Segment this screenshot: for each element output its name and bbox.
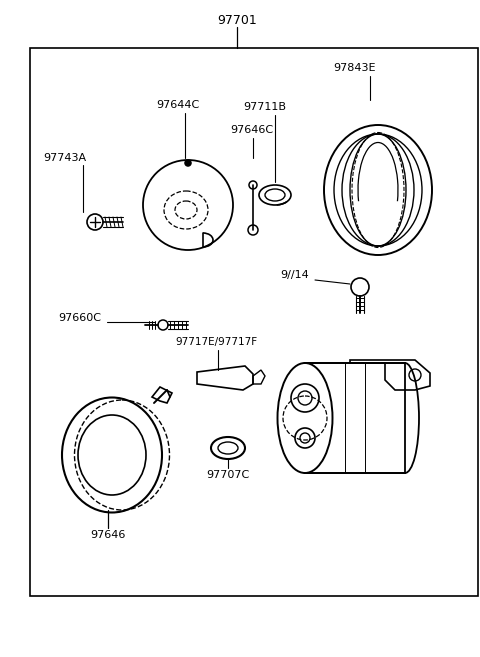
Text: 97707C: 97707C	[206, 470, 250, 480]
Text: 97711B: 97711B	[243, 102, 287, 112]
Text: 97843E: 97843E	[334, 63, 376, 73]
Circle shape	[185, 160, 191, 166]
Bar	[305, 363, 405, 473]
Text: 97701: 97701	[217, 14, 257, 26]
Text: 97717E/97717F: 97717E/97717F	[175, 337, 257, 347]
Text: 97660C: 97660C	[59, 313, 101, 323]
Ellipse shape	[277, 363, 333, 473]
Text: 9//14: 9//14	[281, 270, 310, 280]
Ellipse shape	[391, 363, 419, 473]
Text: 97644C: 97644C	[156, 100, 200, 110]
Text: 97743A: 97743A	[43, 153, 86, 163]
Text: 97646C: 97646C	[230, 125, 274, 135]
Bar	[30, 48, 478, 596]
Text: 97646: 97646	[90, 530, 126, 540]
